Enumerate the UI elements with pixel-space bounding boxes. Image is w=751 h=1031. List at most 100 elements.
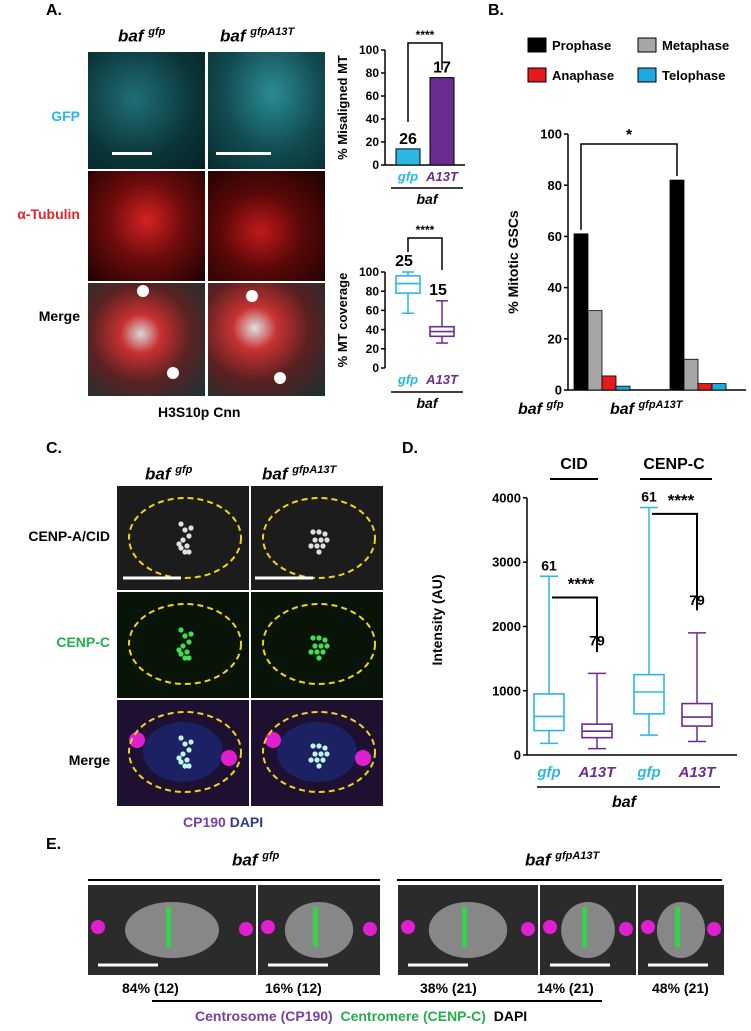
- legend-label: Anaphase: [552, 68, 614, 83]
- group-label: baf: [417, 395, 439, 411]
- chart-mitotic-gsc-phases: Prophase Metaphase Anaphase Telophase 0 20 40 6…: [505, 37, 746, 418]
- panel-e-genotype-2: baf gfpA13T: [525, 850, 600, 870]
- centromere-signal: [582, 907, 587, 947]
- significance-label: *: [626, 127, 633, 144]
- centromere-signal: [462, 907, 467, 947]
- y-axis-label: % MT coverage: [335, 273, 350, 368]
- legend-swatch: [527, 37, 547, 53]
- bar: [601, 375, 617, 391]
- centrosome-dot: [129, 732, 145, 748]
- kinetochore-dot: [186, 639, 192, 645]
- y-tick-label: 40: [366, 323, 380, 337]
- kinetochore-dot: [312, 751, 318, 757]
- significance-bracket: [407, 237, 443, 270]
- kinetochore-dot: [312, 643, 318, 649]
- y-tick-label: 80: [548, 178, 562, 193]
- centrosome-dot: [239, 922, 253, 936]
- panel-a-row-tubulin: α-Tubulin: [17, 206, 80, 222]
- panel-e-percent-1: 84% (12): [122, 980, 179, 996]
- kinetochore-dot: [308, 649, 314, 655]
- n-label: 25: [395, 253, 413, 270]
- panel-e-percent-3: 38% (21): [420, 980, 477, 996]
- centrosome-dot: [91, 920, 105, 934]
- group-label: baf: [417, 191, 439, 207]
- n-label: 61: [641, 489, 657, 505]
- kinetochore-dot: [180, 537, 186, 543]
- panel-c-genotype-2: baf gfpA13T: [262, 464, 337, 484]
- kinetochore-dot: [324, 751, 330, 757]
- y-tick-label: 60: [548, 229, 562, 244]
- nucleus-outline: [128, 603, 242, 685]
- panel-c-row-cenpc: CENP-C: [56, 634, 110, 650]
- kinetochore-dot: [186, 747, 192, 753]
- y-tick-label: 80: [366, 66, 380, 80]
- y-tick-label: 40: [366, 112, 380, 126]
- panel-a-letter: A.: [46, 2, 62, 19]
- n-label: 26: [399, 131, 417, 148]
- panel-e-legend: Centrosome (CP190) Centromere (CENP-C) D…: [195, 1008, 528, 1024]
- y-tick-label: 60: [366, 304, 380, 318]
- legend-swatch: [637, 37, 657, 53]
- centrosome-dot: [707, 922, 721, 936]
- dapi-chromosomes: [284, 902, 354, 958]
- kinetochore-dot: [182, 527, 188, 533]
- nucleus-outline: [262, 603, 376, 685]
- box-iqr: [395, 275, 421, 294]
- kinetochore-dot: [320, 649, 326, 655]
- bar: [697, 383, 713, 391]
- x-tick-label: A13T: [425, 169, 459, 184]
- x-tick-label: baf gfpA13T: [610, 399, 684, 418]
- panel-c-row-merge: Merge: [68, 752, 110, 768]
- kinetochore-dot: [178, 521, 184, 527]
- panel-e-percent-4: 14% (21): [537, 980, 594, 996]
- y-tick-label: 0: [514, 748, 521, 763]
- y-tick-label: 80: [366, 284, 380, 298]
- kinetochore-dot: [184, 757, 190, 763]
- panel-c-genotype-1: baf gfp: [145, 464, 193, 484]
- kinetochore-dot: [178, 651, 184, 657]
- bar: [429, 77, 455, 166]
- kinetochore-dot: [314, 543, 320, 549]
- legend-swatch: [637, 67, 657, 83]
- centromere-signal: [313, 907, 318, 947]
- kinetochore-dot: [184, 649, 190, 655]
- kinetochore-dot: [324, 537, 330, 543]
- centrosome-dot: [274, 372, 286, 384]
- nucleus-outline: [262, 711, 376, 793]
- kinetochore-dot: [318, 643, 324, 649]
- kinetochore-dot: [316, 763, 322, 769]
- kinetochore-dot: [178, 545, 184, 551]
- x-tick-label: A13T: [425, 372, 459, 387]
- kinetochore-dot: [180, 751, 186, 757]
- y-tick-label: 20: [366, 135, 380, 149]
- legend-swatch: [527, 67, 547, 83]
- panel-a-micrograph-merge-wt: [88, 283, 205, 396]
- panel-e-genotype-line: [397, 879, 722, 881]
- centrosome-dot: [363, 922, 377, 936]
- kinetochore-dot: [320, 543, 326, 549]
- panel-a-micrograph-gfp-a13t: [208, 52, 325, 169]
- kinetochore-dot: [188, 631, 194, 637]
- kinetochore-dot: [322, 531, 328, 537]
- group-label-baf: baf: [612, 794, 638, 811]
- legend-label: Telophase: [662, 68, 725, 83]
- kinetochore-dot: [316, 743, 322, 749]
- chart-intensity: 0 1000 2000 3000 4000 Intensity (AU) gfp A13T gf…: [429, 456, 737, 811]
- panel-d-letter: D.: [402, 440, 418, 457]
- kinetochore-dot: [318, 537, 324, 543]
- legend-label: Prophase: [552, 38, 611, 53]
- x-tick-label: baf gfp: [518, 399, 564, 418]
- centrosome-dot: [521, 922, 535, 936]
- box-iqr: [633, 673, 665, 715]
- y-tick-label: 20: [548, 331, 562, 346]
- kinetochore-dot: [182, 549, 188, 555]
- panel-e-percent-2: 16% (12): [265, 980, 322, 996]
- y-tick-label: 0: [372, 361, 379, 375]
- box-iqr: [681, 702, 713, 727]
- y-axis-label: Intensity (AU): [429, 575, 445, 666]
- y-axis-label: % Misaligned MT: [335, 55, 350, 160]
- bar: [573, 233, 589, 391]
- y-tick-label: 100: [359, 43, 379, 57]
- centrosome-dot: [246, 290, 258, 302]
- x-tick-label: A13T: [678, 764, 718, 781]
